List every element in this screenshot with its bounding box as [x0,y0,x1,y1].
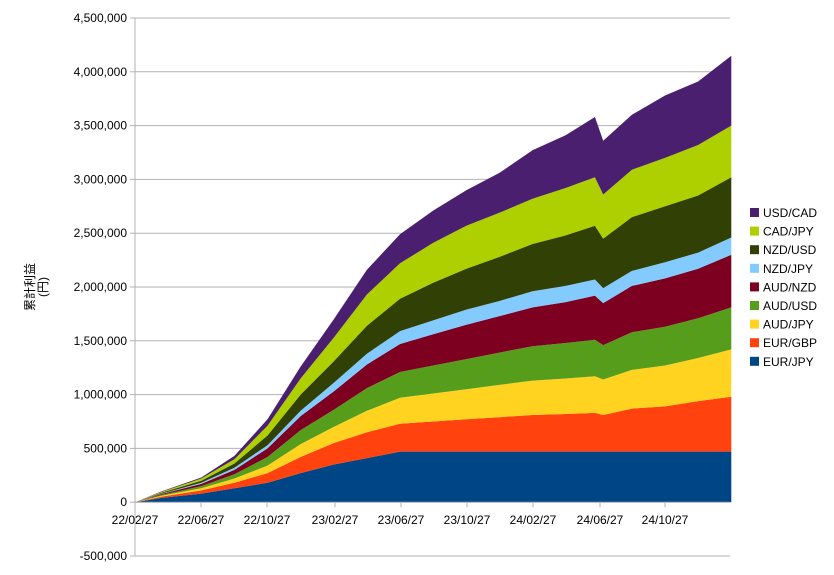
legend-swatch-aud-nzd [750,282,759,292]
y-tick-label: 2,500,000 [74,226,128,240]
legend-label-aud-nzd: AUD/NZD [763,280,817,294]
series-area-aud-usd [135,307,732,503]
x-tick-label: 22/06/27 [178,513,225,527]
x-tick-label: 24/06/27 [577,513,624,527]
series-area-eur-jpy [135,451,732,503]
x-tick-label: 22/02/27 [112,513,159,527]
series-area-usd-cad [135,55,732,503]
series-area-nzd-usd [135,177,732,503]
y-axis-label-line: (円) [36,277,50,297]
series-areas [135,55,732,503]
legend: USD/CAD CAD/JPY NZD/USD NZD/JPY AUD/NZD AUD/U… [750,206,817,369]
series-area-aud-nzd [135,254,732,503]
x-axis-ticks: 22/02/27 22/06/27 22/10/27 23/02/27 23/06/27… [112,502,689,527]
x-tick-label: 23/06/27 [378,513,425,527]
y-axis-label: 累計利益(円) [22,263,50,311]
y-axis-label-line: 累計利益 [22,263,37,311]
y-tick-label: 0 [120,495,127,509]
y-tick-label: 3,000,000 [74,172,128,186]
legend-label-nzd-jpy: NZD/JPY [763,262,813,276]
series-area-nzd-jpy [135,237,732,503]
series-area-cad-jpy [135,125,732,503]
series-area-aud-jpy [135,349,732,503]
legend-label-eur-jpy: EUR/JPY [763,355,814,369]
legend-swatch-usd-cad [750,208,759,217]
y-tick-label: 1,500,000 [74,334,128,348]
y-tick-label: 2,000,000 [74,280,128,294]
x-tick-label: 24/02/27 [510,513,557,527]
legend-label-cad-jpy: CAD/JPY [763,225,814,239]
y-tick-label: 500,000 [84,441,128,455]
legend-label-eur-gbp: EUR/GBP [763,336,817,350]
x-tick-label: 23/02/27 [312,513,359,527]
x-tick-label: 22/10/27 [244,513,291,527]
x-tick-label: 23/10/27 [444,513,491,527]
legend-label-aud-usd: AUD/USD [763,299,817,313]
legend-swatch-cad-jpy [750,226,759,236]
x-tick-label: 24/10/27 [642,513,689,527]
legend-swatch-aud-usd [750,301,759,310]
y-tick-label: 1,000,000 [74,388,128,402]
legend-label-aud-jpy: AUD/JPY [763,318,814,332]
legend-swatch-eur-gbp [750,338,759,348]
legend-swatch-eur-jpy [750,356,759,366]
legend-label-usd-cad: USD/CAD [763,206,817,220]
series-area-eur-gbp [135,396,732,503]
y-tick-label: 3,500,000 [74,119,128,133]
legend-swatch-nzd-jpy [750,263,759,273]
y-tick-label: 4,500,000 [74,11,128,25]
y-axis-ticks: -500,000 0 500,000 1,000,000 1,500,000 2,000,… [74,11,135,563]
legend-label-nzd-usd: NZD/USD [763,243,817,257]
y-tick-label: -500,000 [80,549,128,563]
legend-swatch-aud-jpy [750,319,759,329]
legend-swatch-nzd-usd [750,245,759,255]
y-tick-label: 4,000,000 [74,65,128,79]
